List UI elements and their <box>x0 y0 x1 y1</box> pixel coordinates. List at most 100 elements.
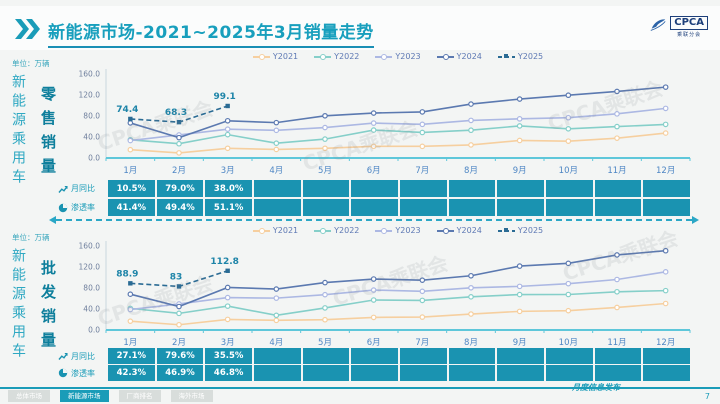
tab-oem-ranking[interactable]: 厂商排名 <box>118 390 161 402</box>
svg-text:4月: 4月 <box>269 166 283 176</box>
legend-label: Y2023 <box>395 52 421 61</box>
svg-text:88.9: 88.9 <box>116 269 138 279</box>
legend-label: Y2025 <box>517 226 544 235</box>
footer-tabs: 总体市场 新能源市场 厂商排名 海外市场 <box>8 390 213 402</box>
legend-label: Y2021 <box>272 226 299 235</box>
table-cell <box>594 365 642 381</box>
table-cell <box>400 180 447 197</box>
retail-panel: 单位：万辆 新能源乘用车 零售销量 Y2021 Y2022 Y2023 Y2024 Y2… <box>0 50 720 220</box>
line-chart-icon <box>58 185 68 193</box>
retail-line-chart: 0.0 40.0 80.0 120.0 160.0 1月 2月 3月 4月 5月 6月 7月 8月 9月 1… <box>79 69 691 176</box>
table-cell <box>302 348 350 364</box>
table-row-label: 渗透率 <box>58 199 106 216</box>
table-cell <box>448 199 496 216</box>
table-cell <box>594 348 642 364</box>
table-cell <box>400 199 447 216</box>
tab-overall-market[interactable]: 总体市场 <box>8 390 50 402</box>
page-title: 新能源市场-2021~2025年3月销量走势 <box>48 18 374 48</box>
table-cell <box>643 199 690 216</box>
svg-text:83: 83 <box>170 272 183 282</box>
svg-text:68.3: 68.3 <box>165 108 187 118</box>
svg-text:1月: 1月 <box>123 338 137 348</box>
svg-text:10月: 10月 <box>559 166 578 176</box>
legend-line-sample <box>314 53 332 60</box>
metric-label: 月同比 <box>71 184 95 193</box>
svg-text:7月: 7月 <box>415 166 429 176</box>
legend-label: Y2024 <box>456 226 482 235</box>
svg-text:74.4: 74.4 <box>116 105 138 115</box>
table-cell <box>351 180 398 197</box>
double-chevron-icon <box>14 19 42 43</box>
wholesale-metrics-table: 月同比 27.1% 79.6% 35.5% 渗透率 42.3% 46.9% 46.8% <box>58 348 690 381</box>
tab-nev-market[interactable]: 新能源市场 <box>60 390 109 402</box>
unit-label: 单位：万辆 <box>12 59 50 68</box>
svg-text:160.0: 160.0 <box>79 242 101 251</box>
table-cell <box>400 348 447 364</box>
legend-item: Y2025 <box>497 52 544 61</box>
legend-marker-icon <box>381 53 388 60</box>
table-cell: 79.0% <box>156 180 204 197</box>
page-number: 7 <box>704 392 710 401</box>
svg-text:12月: 12月 <box>656 166 675 176</box>
legend-item: Y2021 <box>252 52 298 61</box>
legend-item: Y2021 <box>252 226 299 235</box>
legend-line-sample <box>252 227 270 234</box>
table-row-label: 渗透率 <box>58 365 106 381</box>
table-cell <box>546 348 593 364</box>
table-cell: 27.1% <box>108 348 155 364</box>
legend-item: Y2025 <box>497 226 544 235</box>
publication-banner: 月度信息发布 <box>506 381 686 393</box>
table-cell <box>594 180 642 197</box>
table-cell: 51.1% <box>205 199 252 216</box>
legend-line-sample <box>497 53 515 58</box>
svg-text:40.0: 40.0 <box>83 133 100 142</box>
svg-text:160.0: 160.0 <box>79 70 101 79</box>
svg-text:2月: 2月 <box>172 166 186 176</box>
table-cell <box>302 199 350 216</box>
table-cell: 42.3% <box>108 365 155 381</box>
legend-marker-icon <box>442 227 449 234</box>
svg-text:5月: 5月 <box>318 166 332 176</box>
svg-text:80.0: 80.0 <box>83 112 100 121</box>
table-cell <box>497 348 544 364</box>
legend-label: Y2022 <box>334 226 360 235</box>
table-cell <box>497 199 544 216</box>
table-row-label: 月同比 <box>58 180 106 197</box>
svg-text:120.0: 120.0 <box>79 91 101 100</box>
table-cell <box>546 180 593 197</box>
table-cell: 38.0% <box>205 180 252 197</box>
legend-label: Y2022 <box>334 52 360 61</box>
table-cell: 46.9% <box>156 365 204 381</box>
svg-text:6月: 6月 <box>367 166 381 176</box>
table-cell <box>254 199 301 216</box>
svg-text:5月: 5月 <box>318 338 332 348</box>
legend-marker-icon <box>258 227 265 234</box>
legend-item: Y2024 <box>436 226 482 235</box>
divider <box>626 386 686 388</box>
legend-line-sample <box>375 227 393 234</box>
table-cell <box>400 365 447 381</box>
svg-text:6月: 6月 <box>367 338 381 348</box>
table-cell <box>448 365 496 381</box>
svg-text:9月: 9月 <box>513 166 527 176</box>
svg-text:8月: 8月 <box>464 166 478 176</box>
legend-item: Y2024 <box>436 52 482 61</box>
table-cell <box>643 180 690 197</box>
legend-label: Y2025 <box>517 52 544 61</box>
tab-overseas-market[interactable]: 海外市场 <box>170 390 213 402</box>
legend-marker-icon <box>381 227 388 234</box>
svg-text:0.0: 0.0 <box>88 326 100 335</box>
header: 新能源市场-2021~2025年3月销量走势 CPCA 乘联分会 <box>0 6 720 50</box>
legend-line-sample <box>252 53 270 60</box>
svg-text:99.1: 99.1 <box>214 92 236 102</box>
table-cell <box>497 180 544 197</box>
unit-label: 单位：万辆 <box>12 233 50 242</box>
legend-item: Y2023 <box>375 52 421 61</box>
cpca-swoosh-icon <box>649 16 667 38</box>
chart-legend: Y2021 Y2022 Y2023 Y2024 Y2025 <box>106 52 690 61</box>
svg-text:120.0: 120.0 <box>79 263 101 272</box>
table-cell <box>643 365 690 381</box>
publication-label: 月度信息发布 <box>572 381 620 392</box>
measure-label: 批发销量 <box>39 260 57 356</box>
svg-text:112.8: 112.8 <box>210 257 238 267</box>
